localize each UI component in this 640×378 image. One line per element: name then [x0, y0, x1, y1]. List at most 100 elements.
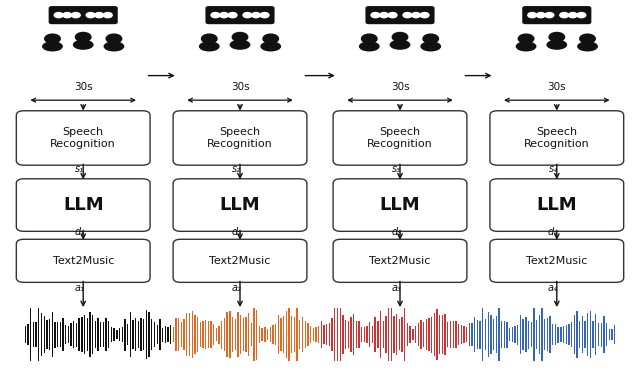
Bar	[285, 311, 287, 358]
Circle shape	[545, 12, 554, 18]
Bar	[426, 319, 427, 350]
Bar	[401, 318, 403, 352]
Bar	[549, 316, 551, 353]
Circle shape	[371, 12, 380, 18]
Bar	[275, 324, 276, 345]
FancyBboxPatch shape	[490, 239, 623, 282]
Bar	[332, 318, 333, 352]
Bar	[576, 311, 578, 358]
Ellipse shape	[516, 42, 536, 51]
Bar	[307, 323, 308, 346]
Bar	[587, 313, 588, 356]
Bar	[606, 323, 607, 346]
Bar	[122, 327, 123, 342]
Bar	[504, 321, 505, 348]
FancyBboxPatch shape	[81, 6, 118, 24]
Ellipse shape	[390, 40, 410, 49]
Bar	[563, 326, 564, 343]
FancyBboxPatch shape	[173, 239, 307, 282]
Bar	[472, 323, 473, 346]
Bar	[124, 319, 125, 350]
Bar	[477, 320, 478, 349]
Bar	[396, 314, 397, 355]
Circle shape	[95, 12, 104, 18]
Circle shape	[228, 12, 237, 18]
Text: LLM: LLM	[220, 196, 260, 214]
Text: Text2Music: Text2Music	[52, 256, 114, 266]
Bar	[557, 327, 559, 342]
Bar	[44, 316, 45, 353]
Bar	[490, 316, 492, 353]
Bar	[68, 327, 69, 342]
Bar	[135, 318, 136, 351]
Bar	[46, 320, 47, 349]
Bar	[531, 322, 532, 347]
Bar	[146, 310, 147, 359]
Text: Text2Music: Text2Music	[369, 256, 431, 266]
Ellipse shape	[261, 42, 280, 51]
Bar	[283, 316, 284, 353]
Bar	[383, 321, 384, 348]
Circle shape	[54, 12, 63, 18]
Bar	[269, 327, 271, 342]
Bar	[560, 327, 561, 342]
Text: Text2Music: Text2Music	[526, 256, 588, 266]
Bar	[323, 325, 324, 344]
Bar	[116, 330, 118, 339]
Text: a₃: a₃	[391, 284, 401, 293]
Bar	[571, 322, 572, 347]
Bar	[119, 328, 120, 341]
Bar	[180, 322, 182, 347]
Bar	[584, 321, 586, 348]
Circle shape	[263, 34, 278, 43]
Bar	[97, 318, 99, 351]
Bar	[582, 316, 583, 353]
Bar	[579, 321, 580, 348]
Circle shape	[392, 33, 408, 42]
Ellipse shape	[104, 42, 124, 51]
Bar	[372, 326, 373, 343]
Bar	[552, 324, 554, 345]
Bar	[207, 321, 209, 349]
Bar	[417, 323, 419, 346]
Circle shape	[423, 34, 438, 43]
Bar	[434, 313, 435, 356]
Text: s₂: s₂	[232, 164, 241, 174]
Bar	[474, 318, 476, 352]
Bar	[280, 318, 282, 351]
Text: d₂: d₂	[231, 227, 241, 237]
Bar	[447, 322, 449, 347]
Bar	[377, 321, 378, 348]
Bar	[256, 310, 257, 359]
Ellipse shape	[43, 42, 62, 51]
Bar	[191, 311, 193, 358]
Bar	[468, 323, 470, 346]
Bar	[25, 326, 26, 343]
Bar	[49, 319, 50, 350]
Bar	[113, 328, 115, 341]
Text: 30s: 30s	[547, 82, 566, 92]
Circle shape	[260, 12, 269, 18]
Text: s₁: s₁	[75, 164, 84, 174]
Circle shape	[45, 34, 60, 43]
Bar	[173, 327, 174, 342]
Bar	[84, 316, 85, 353]
Bar	[337, 308, 338, 361]
Bar	[611, 329, 612, 340]
Bar	[374, 318, 376, 352]
Bar	[221, 321, 223, 349]
Circle shape	[420, 12, 429, 18]
Bar	[390, 308, 392, 361]
Bar	[547, 318, 548, 352]
Bar	[52, 312, 53, 357]
Bar	[194, 316, 196, 353]
Bar	[100, 322, 101, 347]
Bar	[555, 324, 556, 345]
Bar	[213, 324, 214, 345]
Bar	[305, 321, 306, 348]
Bar	[385, 316, 387, 353]
Bar	[310, 326, 311, 343]
Bar	[157, 325, 158, 344]
FancyBboxPatch shape	[205, 6, 243, 24]
Bar	[148, 312, 150, 357]
